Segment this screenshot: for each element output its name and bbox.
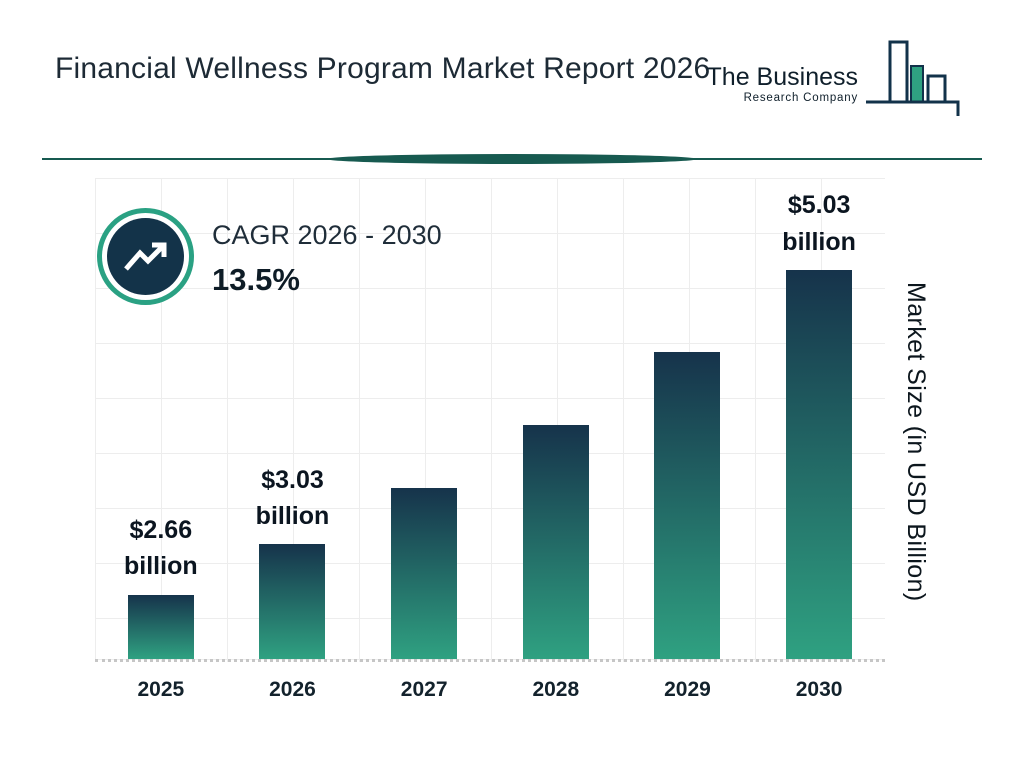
bar-value-label: $5.03 billion (782, 191, 856, 256)
y-axis-label: Market Size (in USD Billion) (902, 282, 930, 602)
chart-area: $2.66 billion $3.03 billion $5.03 billion (95, 178, 885, 662)
bar-value-label: $2.66 billion (124, 516, 198, 581)
page-title: Financial Wellness Program Market Report… (55, 52, 711, 85)
bar-slot: $2.66 billion (95, 178, 226, 659)
bar-value-label: $3.03 billion (255, 465, 330, 530)
x-axis: 2025 2026 2027 2028 2029 2030 (95, 678, 885, 702)
bar-slot (490, 178, 621, 659)
logo-name: The Business (706, 63, 858, 91)
bar-2029 (654, 352, 721, 659)
x-tick-2030: 2030 (795, 678, 843, 701)
bar-2030 (786, 269, 853, 659)
cagr-value: 13.5% (212, 262, 300, 297)
cagr-range-label: CAGR 2026 - 2030 (212, 220, 442, 250)
bar-slot (359, 178, 490, 659)
x-tick-2026: 2026 (269, 678, 316, 701)
trend-up-icon (107, 218, 184, 295)
bar-2026 (259, 544, 326, 659)
bar-slot: $5.03 billion (754, 178, 885, 659)
bar-slot (622, 178, 753, 659)
bar-2028 (522, 424, 589, 659)
logo-text: The Business Research Company (706, 63, 858, 104)
divider-line (42, 154, 982, 164)
logo-subname: Research Company (743, 91, 858, 104)
bar-chart-logo-icon (866, 40, 960, 116)
bar-2027 (391, 487, 458, 659)
x-tick-2027: 2027 (400, 678, 448, 701)
cagr-badge (97, 208, 194, 305)
x-tick-2028: 2028 (532, 678, 580, 701)
x-tick-2029: 2029 (664, 678, 711, 701)
bar-slot: $3.03 billion (227, 178, 358, 659)
bar-2025 (127, 594, 194, 659)
company-logo: The Business Research Company (707, 38, 966, 122)
bar-series: $2.66 billion $3.03 billion $5.03 billion (95, 178, 885, 659)
x-tick-2025: 2025 (137, 678, 185, 701)
